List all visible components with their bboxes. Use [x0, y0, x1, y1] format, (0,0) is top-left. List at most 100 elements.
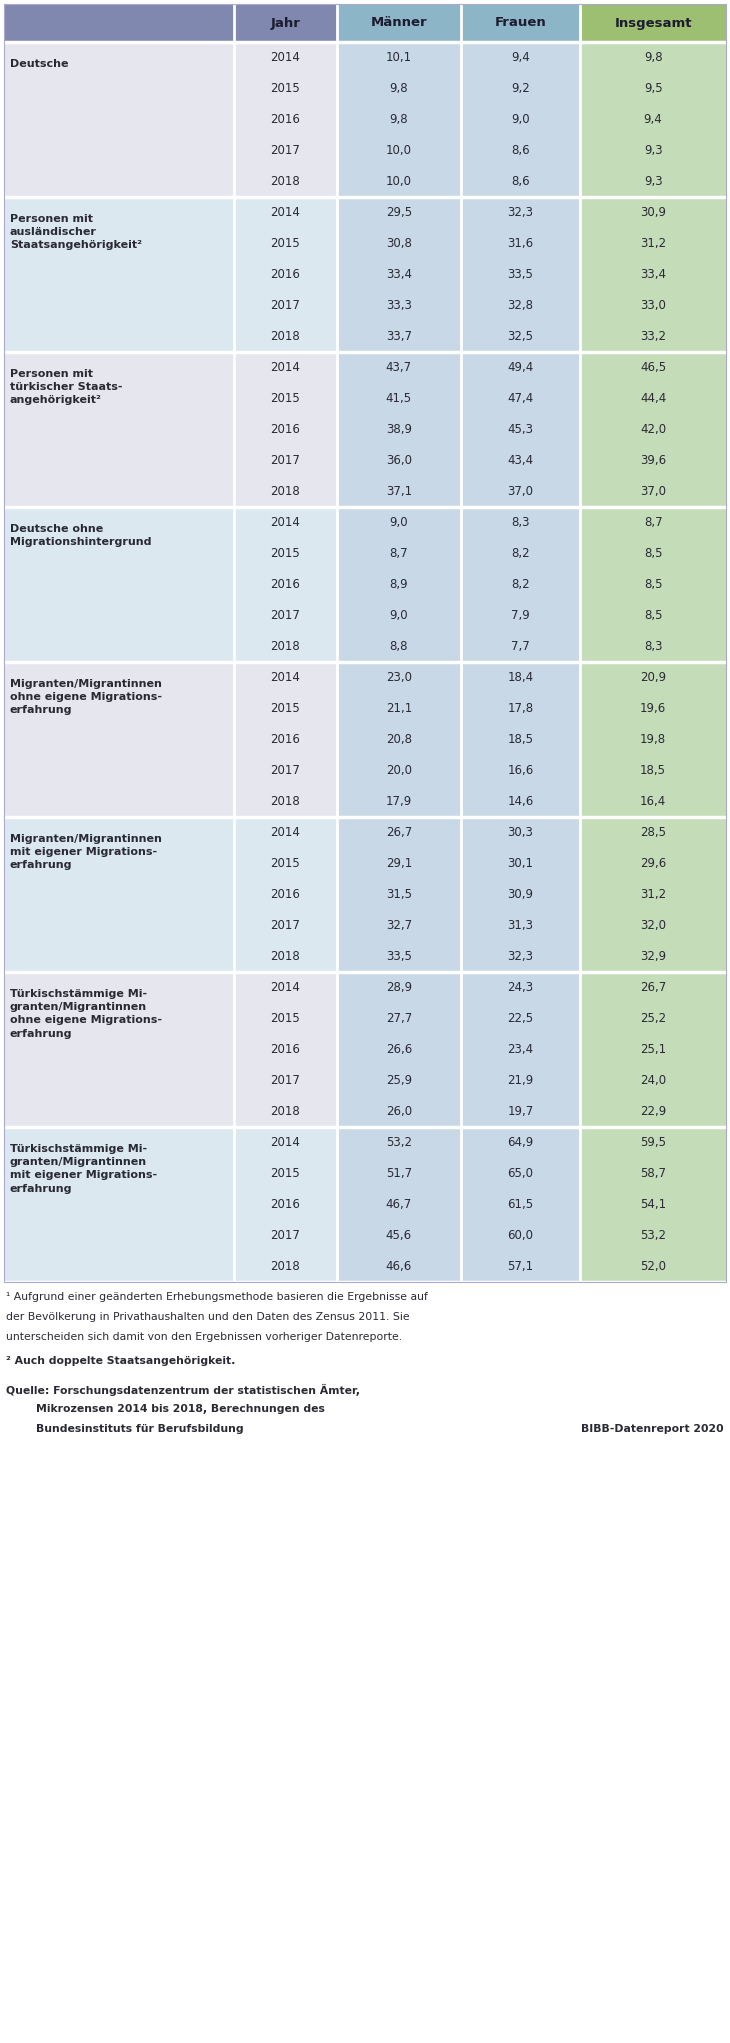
Bar [337, 259, 461, 290]
Bar [337, 1003, 461, 1034]
Text: 18,4: 18,4 [507, 670, 534, 684]
Bar [337, 1158, 461, 1189]
Text: 29,1: 29,1 [386, 856, 412, 870]
Bar [580, 1189, 726, 1220]
Bar [580, 196, 726, 229]
Bar [580, 351, 726, 382]
Text: 9,0: 9,0 [390, 517, 408, 529]
Bar [461, 43, 580, 74]
Bar [580, 104, 726, 135]
Bar [580, 909, 726, 942]
Bar [234, 290, 337, 321]
Bar [337, 537, 461, 570]
Text: 30,9: 30,9 [640, 206, 666, 219]
Text: Deutsche ohne
Migrationshintergrund: Deutsche ohne Migrationshintergrund [10, 525, 152, 548]
Bar [337, 1189, 461, 1220]
Text: 43,7: 43,7 [386, 362, 412, 374]
Text: 16,6: 16,6 [507, 764, 534, 776]
Text: 10,0: 10,0 [386, 143, 412, 157]
Bar [4, 662, 234, 817]
Bar [234, 909, 337, 942]
Text: Jahr: Jahr [270, 16, 300, 29]
Bar [337, 631, 461, 662]
Text: 52,0: 52,0 [640, 1261, 666, 1273]
Bar [580, 4, 726, 43]
Bar [234, 570, 337, 601]
Text: 27,7: 27,7 [386, 1011, 412, 1026]
Text: Quelle: Forschungsdatenzentrum der statistischen Ämter,: Quelle: Forschungsdatenzentrum der stati… [6, 1383, 360, 1395]
Bar [580, 1095, 726, 1128]
Bar [234, 537, 337, 570]
Bar [461, 382, 580, 415]
Bar [461, 787, 580, 817]
Bar [337, 4, 461, 43]
Text: 9,3: 9,3 [644, 176, 662, 188]
Text: 31,3: 31,3 [507, 919, 534, 932]
Text: 47,4: 47,4 [507, 392, 534, 405]
Bar [461, 972, 580, 1003]
Bar [461, 104, 580, 135]
Text: 8,5: 8,5 [644, 609, 662, 621]
Bar [234, 693, 337, 723]
Text: 31,2: 31,2 [640, 237, 666, 249]
Bar [337, 1034, 461, 1064]
Bar [580, 878, 726, 909]
Bar [234, 662, 337, 693]
Text: 30,9: 30,9 [507, 889, 534, 901]
Text: 17,8: 17,8 [507, 703, 534, 715]
Bar [461, 537, 580, 570]
Text: 9,3: 9,3 [644, 143, 662, 157]
Bar [580, 537, 726, 570]
Text: 2015: 2015 [270, 548, 300, 560]
Text: 51,7: 51,7 [386, 1167, 412, 1181]
Text: 44,4: 44,4 [640, 392, 666, 405]
Bar [337, 1064, 461, 1095]
Bar [461, 259, 580, 290]
Text: 26,6: 26,6 [386, 1044, 412, 1056]
Text: 46,5: 46,5 [640, 362, 666, 374]
Text: 31,2: 31,2 [640, 889, 666, 901]
Text: 21,9: 21,9 [507, 1075, 534, 1087]
Bar [337, 321, 461, 351]
Text: 32,3: 32,3 [507, 950, 534, 962]
Bar [461, 1250, 580, 1283]
Text: 60,0: 60,0 [507, 1230, 534, 1242]
Text: Männer: Männer [371, 16, 427, 29]
Bar [337, 817, 461, 848]
Bar [4, 1128, 234, 1283]
Bar [337, 382, 461, 415]
Bar [4, 507, 234, 662]
Text: 2017: 2017 [270, 1075, 300, 1087]
Bar [580, 229, 726, 259]
Text: 2018: 2018 [270, 331, 300, 343]
Text: 2016: 2016 [270, 578, 300, 590]
Text: 2016: 2016 [270, 1197, 300, 1211]
Bar [337, 601, 461, 631]
Bar [234, 4, 337, 43]
Text: 33,5: 33,5 [386, 950, 412, 962]
Text: 32,5: 32,5 [507, 331, 534, 343]
Text: 30,8: 30,8 [386, 237, 412, 249]
Text: 23,4: 23,4 [507, 1044, 534, 1056]
Text: 33,4: 33,4 [386, 268, 412, 282]
Text: Mikrozensen 2014 bis 2018, Berechnungen des: Mikrozensen 2014 bis 2018, Berechnungen … [6, 1404, 325, 1414]
Bar [337, 787, 461, 817]
Text: 32,8: 32,8 [507, 298, 534, 313]
Bar [580, 662, 726, 693]
Text: 2014: 2014 [270, 206, 300, 219]
Bar [4, 351, 234, 507]
Text: 9,0: 9,0 [390, 609, 408, 621]
Bar [461, 4, 580, 43]
Bar [4, 972, 234, 1128]
Text: 9,5: 9,5 [644, 82, 662, 96]
Text: 32,9: 32,9 [640, 950, 666, 962]
Text: 18,5: 18,5 [640, 764, 666, 776]
Bar [234, 787, 337, 817]
Text: 8,9: 8,9 [390, 578, 408, 590]
Bar [580, 165, 726, 196]
Text: 28,5: 28,5 [640, 825, 666, 840]
Bar [337, 1128, 461, 1158]
Bar [461, 476, 580, 507]
Text: 2014: 2014 [270, 670, 300, 684]
Text: 8,6: 8,6 [511, 176, 530, 188]
